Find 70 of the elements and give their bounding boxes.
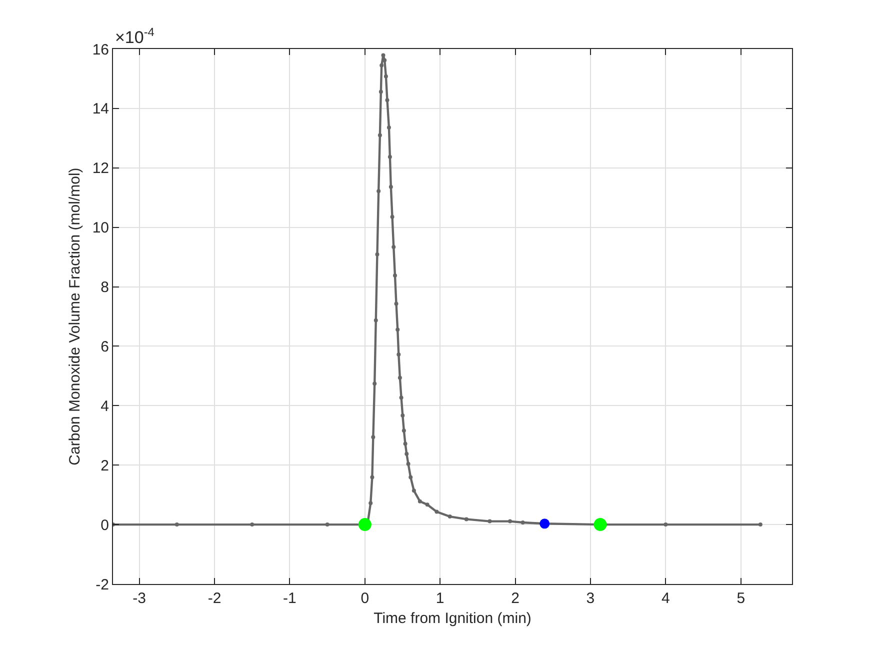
point: [174, 522, 179, 527]
point: [488, 519, 492, 524]
y-tick-label: 4: [100, 398, 109, 415]
point: [388, 154, 392, 159]
x-tick-label: -1: [283, 590, 296, 607]
point: [758, 522, 762, 527]
point: [402, 428, 406, 433]
point: [394, 302, 398, 306]
point: [406, 462, 410, 466]
point: [594, 518, 607, 532]
x-tick-label: 4: [662, 590, 670, 607]
x-tick-label: 0: [360, 590, 370, 607]
y-tick-label: 2: [100, 457, 109, 474]
point: [250, 522, 254, 527]
point: [382, 58, 387, 62]
point: [404, 452, 409, 456]
point: [434, 510, 439, 514]
point: [408, 475, 413, 480]
point: [376, 189, 381, 194]
point: [418, 499, 422, 504]
y-tick-label: 6: [100, 338, 109, 356]
point: [388, 184, 393, 189]
point: [368, 501, 373, 506]
point: [375, 252, 380, 256]
point: [412, 488, 416, 493]
y-tick-label: 0: [100, 516, 109, 534]
point: [372, 382, 377, 386]
point: [508, 519, 512, 524]
point: [378, 133, 382, 138]
point: [358, 518, 372, 532]
y-axis-title: Carbon Monoxide Volume Fraction (mol/mol): [66, 168, 84, 466]
point: [385, 98, 390, 102]
point: [396, 352, 401, 357]
point: [425, 502, 430, 507]
point: [384, 74, 388, 78]
x-tick-label: 5: [736, 590, 746, 607]
y-tick-label: 8: [100, 279, 109, 296]
x-tick-label: 1: [436, 590, 444, 607]
x-tick-label: -2: [208, 590, 222, 607]
y-tick-label: 12: [92, 160, 109, 178]
x-axis-title: Time from Ignition (min): [374, 610, 532, 627]
point: [392, 273, 397, 278]
y-tick-label: 16: [92, 41, 109, 58]
point: [370, 475, 374, 480]
y-tick-label: 14: [92, 100, 109, 118]
point: [400, 413, 405, 418]
point: [386, 125, 391, 130]
point: [540, 518, 550, 529]
point: [664, 522, 668, 527]
x-tick-label: -3: [132, 590, 146, 607]
x-tick-label: 2: [511, 590, 520, 607]
point: [520, 520, 525, 524]
point: [403, 442, 408, 446]
point: [380, 63, 384, 68]
point: [392, 244, 396, 249]
x-tick-label: 3: [586, 590, 595, 607]
y-tick-label: -2: [96, 576, 109, 594]
point: [390, 214, 394, 219]
y-tick-label: 10: [92, 220, 109, 237]
point: [464, 517, 468, 522]
point: [378, 90, 383, 94]
point: [399, 396, 404, 400]
point: [381, 53, 386, 58]
point: [448, 514, 452, 519]
point: [371, 435, 376, 440]
point: [398, 376, 402, 380]
point: [325, 522, 330, 527]
point: [374, 318, 378, 322]
text: ×10$^{-4}$: [115, 25, 155, 48]
point: [396, 328, 400, 332]
